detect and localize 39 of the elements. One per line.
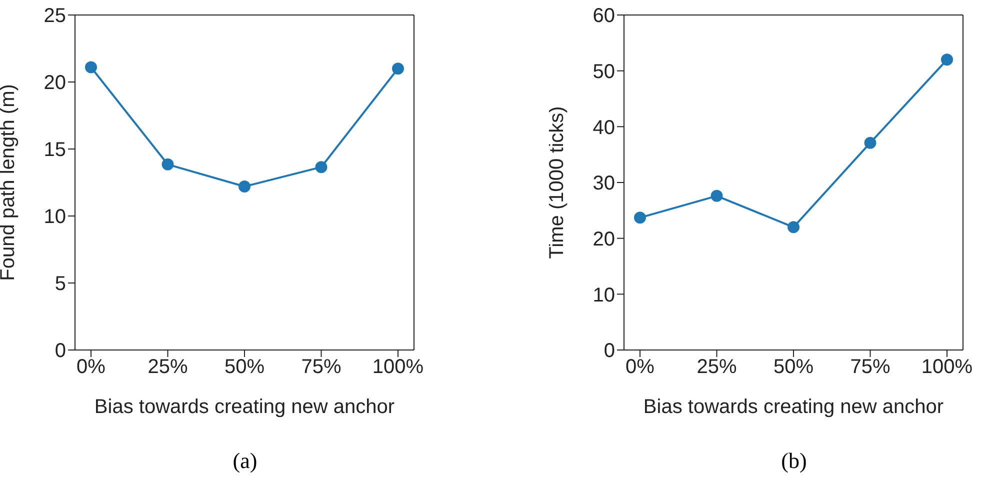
point — [941, 54, 953, 66]
x-tick-label: 100% — [372, 356, 424, 378]
x-tick-label: 25% — [148, 356, 188, 378]
y-tick-label: 0 — [54, 340, 66, 362]
y-tick-label: 0 — [604, 340, 615, 362]
y-axis-title: Found path length (m) — [0, 84, 20, 281]
y-tick-label: 30 — [592, 172, 615, 195]
point — [238, 180, 250, 193]
x-tick-label: 25% — [696, 356, 737, 378]
y-tick-label: 5 — [54, 273, 66, 296]
y-tick-label: 60 — [592, 5, 615, 28]
text: (a) — [232, 448, 258, 474]
point — [162, 158, 174, 170]
point — [392, 62, 404, 75]
x-tick-label: 75% — [850, 356, 890, 378]
x-axis-title: Bias towards creating new anchor — [643, 396, 944, 418]
point — [710, 190, 723, 202]
x-tick-label: 0% — [76, 356, 106, 378]
x-axis-title: Bias towards creating new anchor — [94, 396, 395, 418]
y-tick-label: 20 — [592, 228, 615, 250]
y-tick-label: 15 — [44, 139, 66, 162]
x-tick-label: 0% — [626, 356, 655, 378]
y-tick-label: 50 — [592, 60, 615, 83]
x-tick-label: 50% — [224, 356, 265, 378]
text: (b) — [780, 448, 808, 474]
x-tick-label: 75% — [301, 356, 342, 378]
y-tick-label: 40 — [592, 116, 615, 139]
point — [315, 161, 328, 174]
point — [634, 212, 646, 224]
y-tick-label: 10 — [592, 284, 615, 306]
x-tick-label: 100% — [921, 356, 973, 378]
y-axis-title: Time (1000 ticks) — [546, 106, 568, 259]
point — [85, 61, 97, 74]
y-tick-label: 25 — [44, 5, 66, 28]
y-tick-label: 10 — [44, 206, 66, 228]
point — [864, 136, 876, 149]
y-tick-label: 20 — [44, 72, 66, 94]
point — [788, 221, 800, 234]
x-tick-label: 50% — [773, 356, 814, 378]
